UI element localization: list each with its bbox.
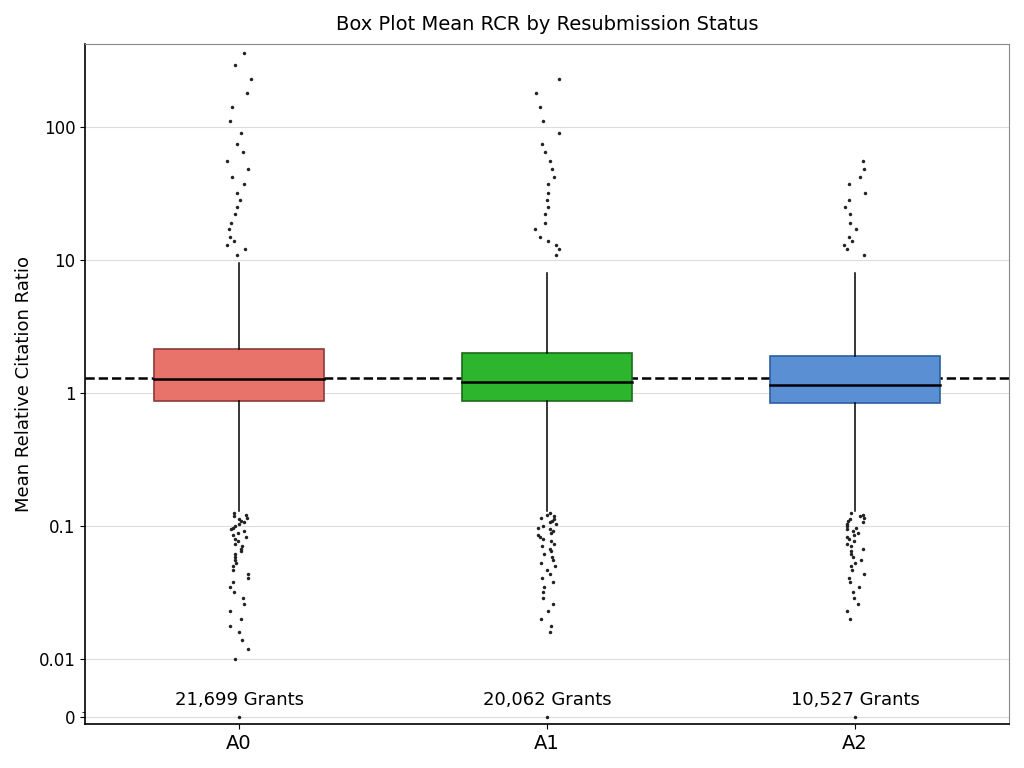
Bar <box>463 353 632 401</box>
Y-axis label: Mean Relative Citation Ratio: Mean Relative Citation Ratio <box>15 256 33 512</box>
Text: 10,527 Grants: 10,527 Grants <box>791 691 920 709</box>
Bar <box>155 349 324 401</box>
Title: Box Plot Mean RCR by Resubmission Status: Box Plot Mean RCR by Resubmission Status <box>336 15 759 34</box>
Text: 20,062 Grants: 20,062 Grants <box>482 691 611 709</box>
Bar <box>770 356 940 403</box>
Text: 21,699 Grants: 21,699 Grants <box>175 691 304 709</box>
